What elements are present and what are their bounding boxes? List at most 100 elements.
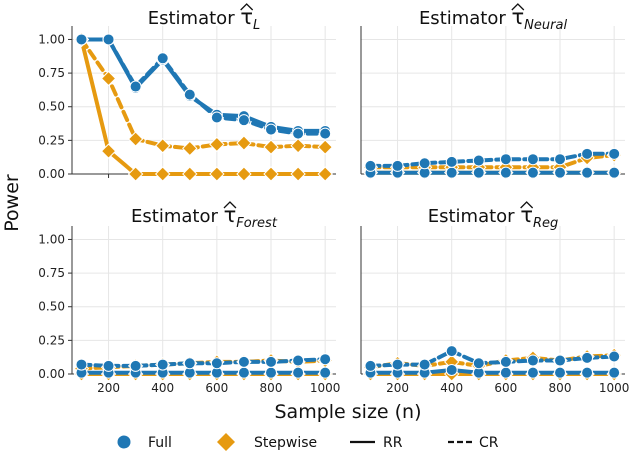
data-point-stepwise-cr: [290, 138, 306, 154]
data-point-full-rr: [581, 166, 594, 179]
data-point-stepwise-cr: [182, 140, 198, 157]
y-tick-label: 0.25: [38, 333, 65, 347]
data-point-full-cr: [210, 111, 223, 124]
data-point-stepwise-cr: [263, 139, 279, 155]
x-tick-label: 200: [386, 381, 409, 395]
data-point-full-cr: [554, 153, 567, 166]
y-tick-label: 1.00: [38, 232, 65, 246]
series-line-stepwise-cr: [368, 153, 617, 170]
hat-accent: [240, 3, 254, 11]
data-point-stepwise-rr: [263, 166, 279, 182]
x-axis-label: Sample size (n): [274, 401, 421, 423]
data-point-stepwise-cr: [127, 131, 144, 147]
y-tick-label: 0.25: [38, 133, 65, 147]
x-tick-label: 400: [151, 381, 174, 395]
data-point-full-rr: [608, 366, 621, 379]
panel-title-prefix: Estimator: [131, 206, 224, 227]
data-point-full-rr: [445, 363, 458, 376]
data-point-stepwise-rr: [100, 143, 117, 159]
data-point-full-rr: [265, 366, 278, 379]
y-tick-label: 0.50: [38, 100, 65, 114]
x-tick-label: 600: [494, 381, 517, 395]
panel-title-subscript: Forest: [236, 216, 278, 231]
x-tick-label: 1000: [599, 381, 630, 395]
data-point-full-rr: [319, 366, 332, 379]
data-point-stepwise-cr: [100, 70, 117, 87]
panel-title: Estimator τReg: [428, 203, 559, 231]
panel-title-symbol: τ: [240, 5, 253, 29]
data-point-stepwise-rr: [236, 166, 252, 182]
data-point-full-cr: [319, 127, 332, 140]
data-point-full-rr: [445, 166, 458, 179]
series-line-full-cr: [79, 357, 328, 368]
x-tick-label: 800: [549, 381, 572, 395]
y-tick-label: 0.75: [38, 66, 65, 80]
x-tick-label: 400: [440, 381, 463, 395]
data-point-full-rr: [526, 166, 539, 179]
panel-title-subscript: L: [253, 18, 260, 33]
data-point-full-cr: [75, 33, 88, 46]
panel-3: 0.00 0.25 0.50 0.75 1.00 200 400 600 800 1000 Esti…: [38, 201, 341, 395]
panel-1: 0.00 0.25 0.50 0.75 1.00 Estimator τL: [38, 3, 336, 182]
panel-title: Estimator τL: [148, 5, 260, 33]
legend-label-rr: RR: [383, 435, 403, 451]
data-point-full-cr: [319, 353, 332, 366]
data-point-stepwise-rr: [290, 166, 306, 182]
x-tick-label: 600: [205, 381, 228, 395]
data-point-stepwise-rr: [127, 166, 144, 182]
legend: Full Stepwise RR CR: [117, 433, 499, 451]
data-point-full-rr: [581, 366, 594, 379]
data-point-full-cr: [526, 153, 539, 166]
panel-title-symbol: τ: [512, 5, 525, 29]
y-tick-label: 1.00: [38, 32, 65, 46]
data-point-full-cr: [499, 153, 512, 166]
data-point-full-cr: [445, 155, 458, 168]
data-point-full-cr: [129, 359, 142, 372]
data-point-full-cr: [364, 159, 377, 172]
series-line-stepwise-rr: [79, 37, 328, 176]
data-point-full-cr: [581, 351, 594, 364]
data-point-full-cr: [554, 354, 567, 367]
legend-label-full: Full: [148, 435, 172, 451]
legend-marker-stepwise: [217, 433, 235, 451]
data-point-full-cr: [129, 80, 142, 93]
data-point-full-cr: [472, 154, 485, 167]
data-point-full-cr: [581, 147, 594, 160]
data-point-stepwise-rr: [155, 166, 171, 182]
hat-accent: [223, 201, 237, 209]
y-tick-label: 0.00: [38, 367, 65, 381]
data-point-full-cr: [472, 357, 485, 370]
data-point-full-cr: [156, 358, 169, 371]
data-point-full-cr: [418, 157, 431, 170]
data-point-full-cr: [75, 358, 88, 371]
panel-title-symbol: τ: [224, 203, 237, 227]
hat-accent: [520, 201, 534, 209]
data-point-full-rr: [499, 366, 512, 379]
data-point-full-cr: [102, 359, 115, 372]
series-line-full-cr: [368, 151, 617, 168]
data-point-full-cr: [445, 345, 458, 358]
panel-title: Estimator τNeural: [419, 5, 568, 33]
panel-title-prefix: Estimator: [428, 206, 521, 227]
legend-label-cr: CR: [479, 435, 499, 451]
x-tick-label: 1000: [310, 381, 341, 395]
data-point-full-rr: [526, 366, 539, 379]
data-point-full-cr: [391, 159, 404, 172]
x-tick-label: 800: [260, 381, 283, 395]
data-point-full-cr: [210, 357, 223, 370]
data-point-full-rr: [554, 166, 567, 179]
panel-title-prefix: Estimator: [148, 8, 241, 29]
series-line-full-rr: [368, 368, 617, 375]
data-point-full-cr: [292, 127, 305, 140]
data-point-stepwise-cr: [317, 139, 333, 155]
data-point-full-cr: [265, 355, 278, 368]
data-point-full-cr: [418, 358, 431, 371]
data-point-full-rr: [237, 366, 250, 379]
data-point-full-rr: [292, 366, 305, 379]
series-line-full-cr: [368, 349, 617, 368]
data-point-stepwise-cr: [236, 135, 252, 151]
data-point-full-rr: [608, 166, 621, 179]
hat-accent: [511, 3, 525, 11]
data-point-full-cr: [391, 358, 404, 371]
